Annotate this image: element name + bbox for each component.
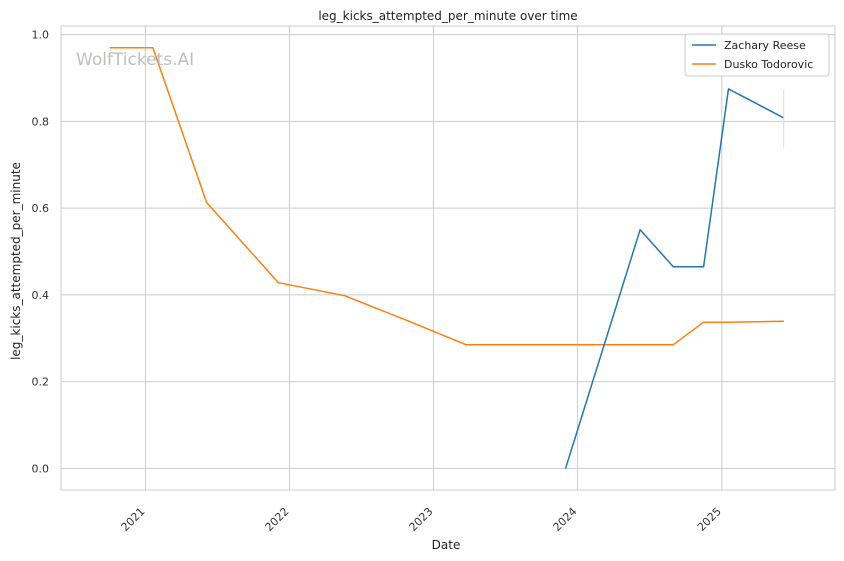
data-point-dusko-todorovic xyxy=(672,344,674,346)
y-tick-label: 0.2 xyxy=(32,376,50,389)
plot-frame xyxy=(60,25,836,491)
watermark: WolfTickets.AI xyxy=(76,50,194,70)
gridlines xyxy=(61,26,835,490)
data-point-dusko-todorovic xyxy=(344,295,346,297)
y-tick-label: 0.0 xyxy=(32,462,50,475)
x-axis-label: Date xyxy=(432,538,461,552)
data-point-dusko-todorovic xyxy=(465,344,467,346)
data-point-dusko-todorovic xyxy=(277,282,279,284)
data-point-zachary-reese xyxy=(565,467,567,469)
data-point-zachary-reese xyxy=(703,266,705,268)
series-layer xyxy=(109,46,785,469)
data-point-dusko-todorovic xyxy=(109,47,111,49)
legend-label-dusko-todorovic: Dusko Todorovic xyxy=(724,58,813,71)
data-point-zachary-reese xyxy=(727,88,729,90)
plot-area xyxy=(61,26,835,490)
data-point-dusko-todorovic xyxy=(407,320,409,322)
data-point-zachary-reese xyxy=(672,266,674,268)
data-point-zachary-reese xyxy=(639,229,641,231)
chart-title: leg_kicks_attempted_per_minute over time xyxy=(318,9,577,23)
legend: Zachary Reese Dusko Todorovic xyxy=(684,33,830,77)
series-line-zachary-reese xyxy=(564,88,785,469)
data-point-dusko-todorovic xyxy=(783,320,785,322)
data-point-dusko-todorovic xyxy=(703,321,705,323)
legend-label-zachary-reese: Zachary Reese xyxy=(724,39,806,52)
y-tick-label: 0.4 xyxy=(32,289,50,302)
y-tick-label: 1.0 xyxy=(32,29,50,42)
legend-box xyxy=(684,33,830,77)
data-point-dusko-todorovic xyxy=(206,201,208,203)
y-axis-label: leg_kicks_attempted_per_minute xyxy=(9,162,23,360)
y-tick-label: 0.6 xyxy=(32,202,50,215)
data-point-dusko-todorovic xyxy=(727,321,729,323)
y-tick-label: 0.8 xyxy=(32,115,50,128)
data-point-dusko-todorovic xyxy=(152,47,154,49)
